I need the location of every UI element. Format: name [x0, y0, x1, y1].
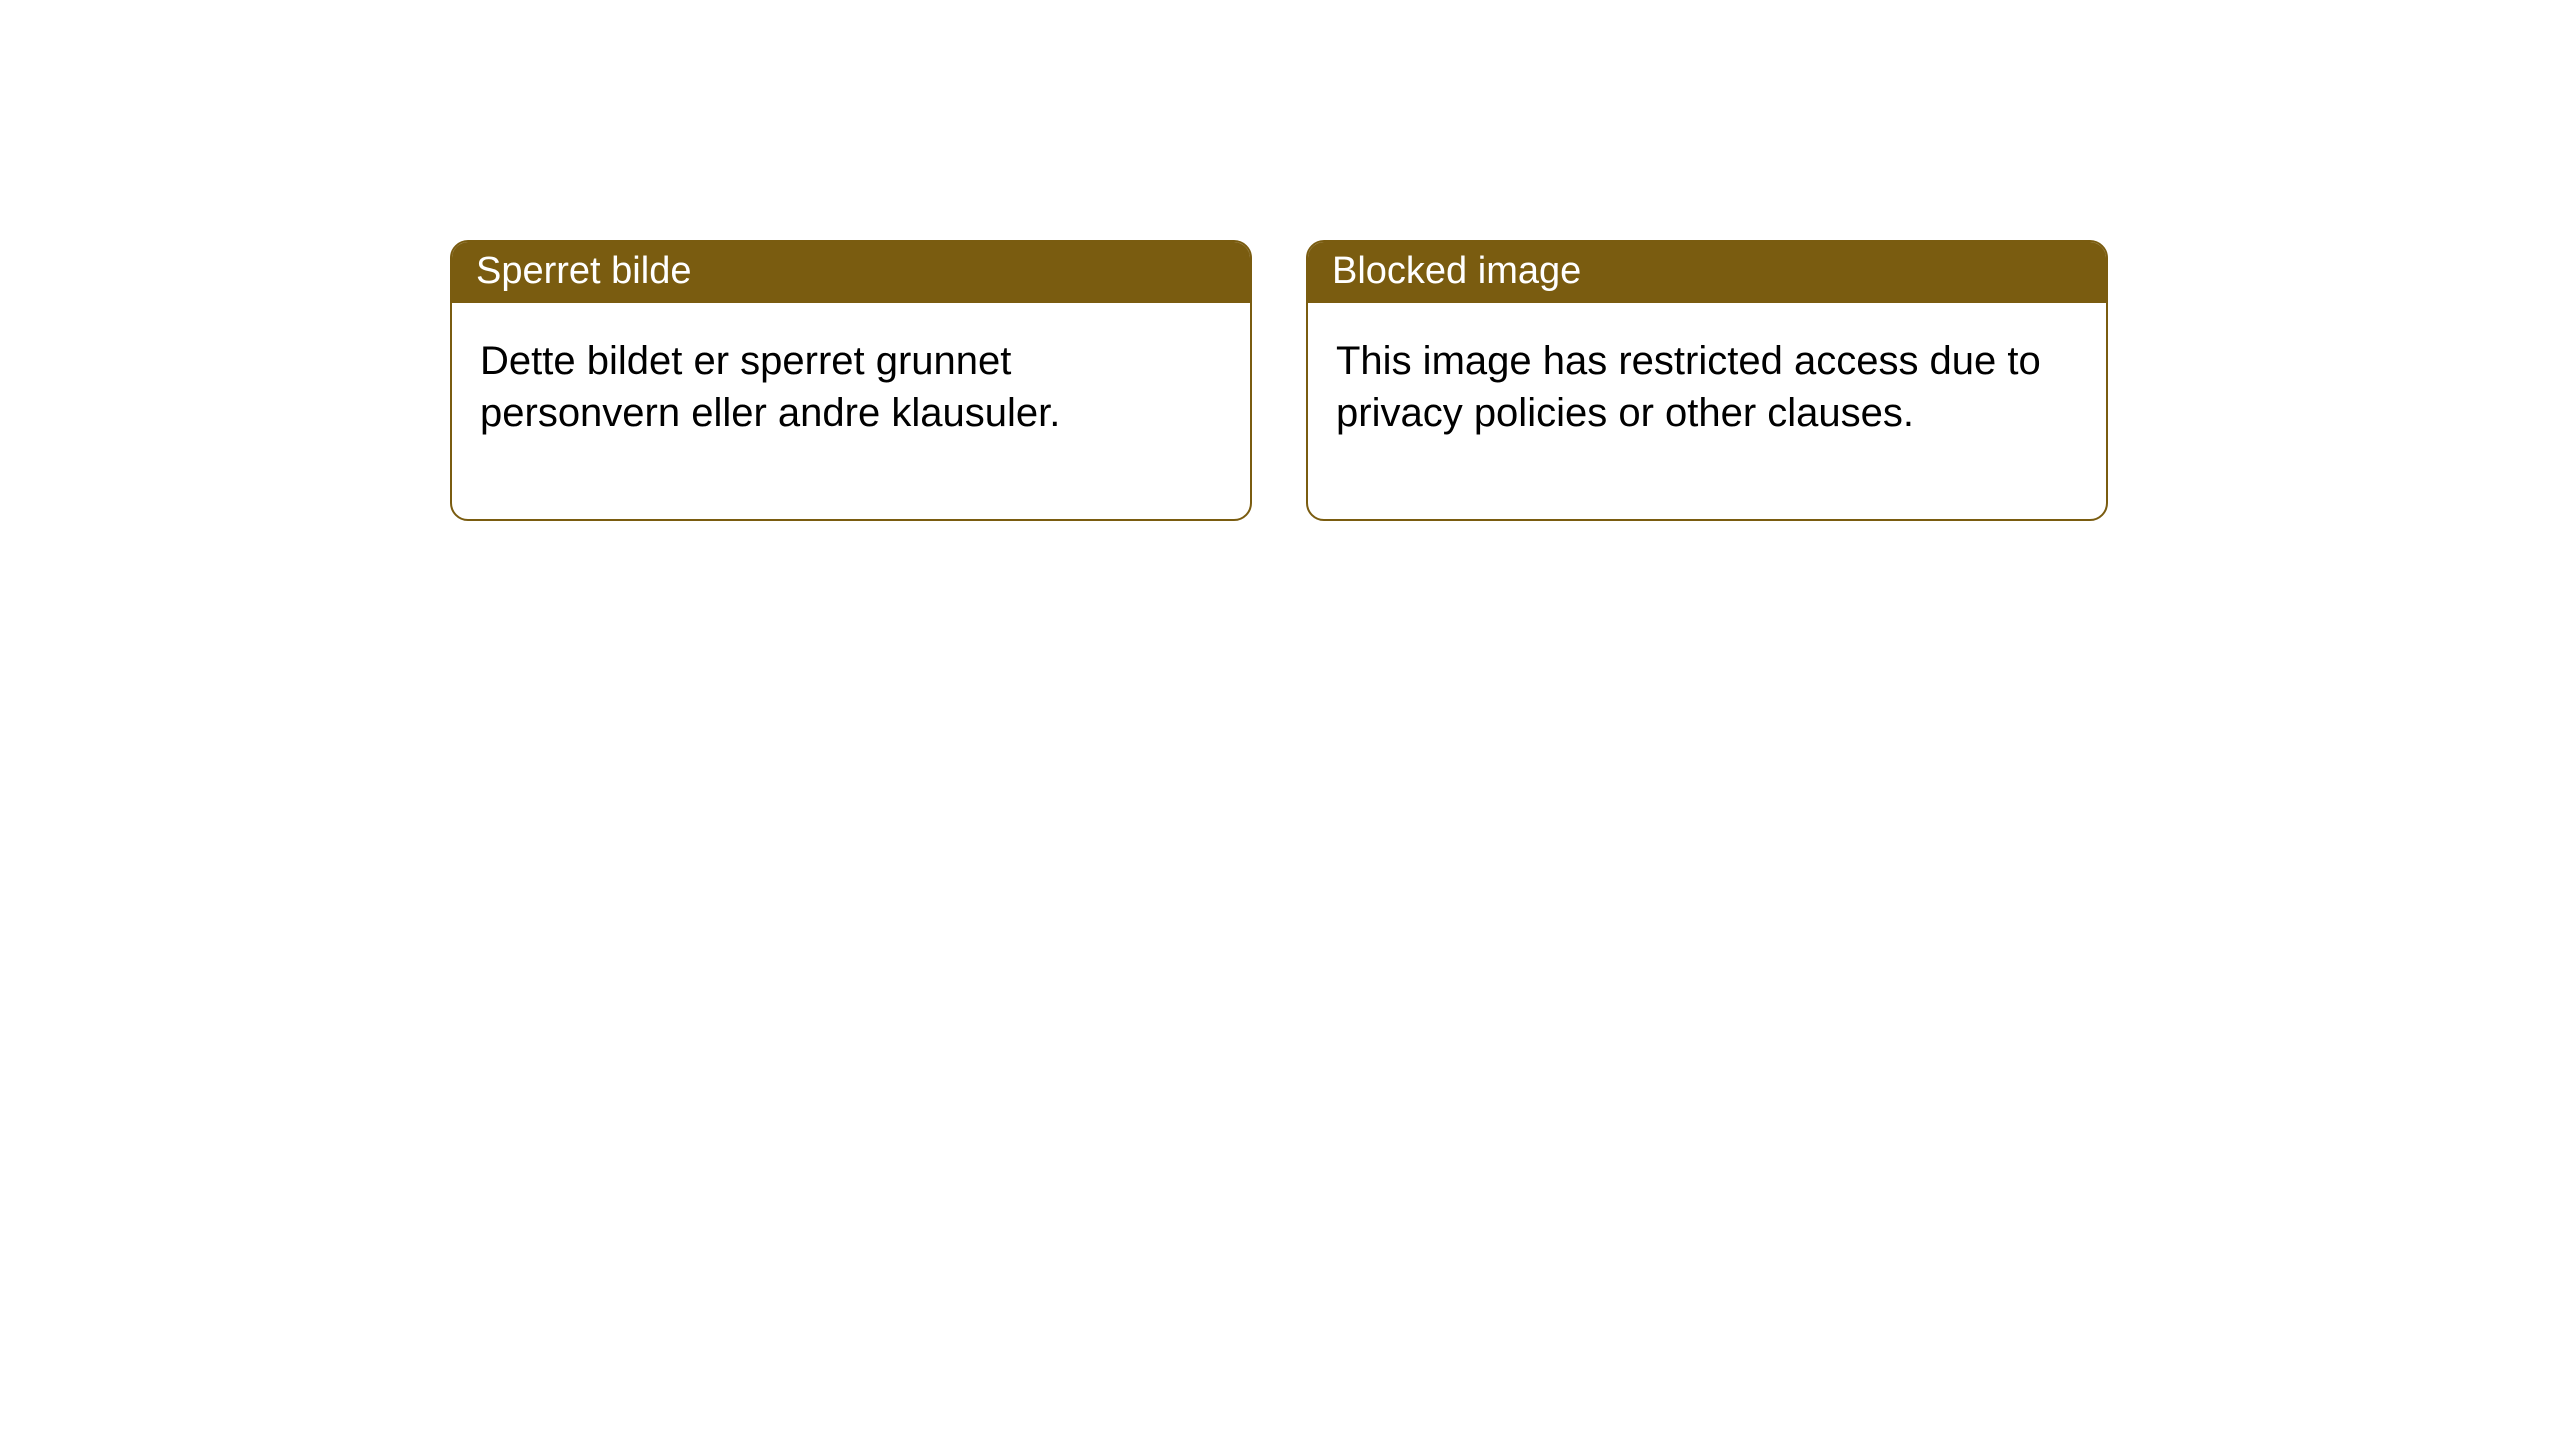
notice-body: Dette bildet er sperret grunnet personve… — [452, 303, 1250, 519]
notice-title: Sperret bilde — [452, 242, 1250, 303]
notice-card-english: Blocked image This image has restricted … — [1306, 240, 2108, 521]
notice-card-norwegian: Sperret bilde Dette bildet er sperret gr… — [450, 240, 1252, 521]
notice-title: Blocked image — [1308, 242, 2106, 303]
notice-body: This image has restricted access due to … — [1308, 303, 2106, 519]
notice-container: Sperret bilde Dette bildet er sperret gr… — [0, 0, 2560, 521]
